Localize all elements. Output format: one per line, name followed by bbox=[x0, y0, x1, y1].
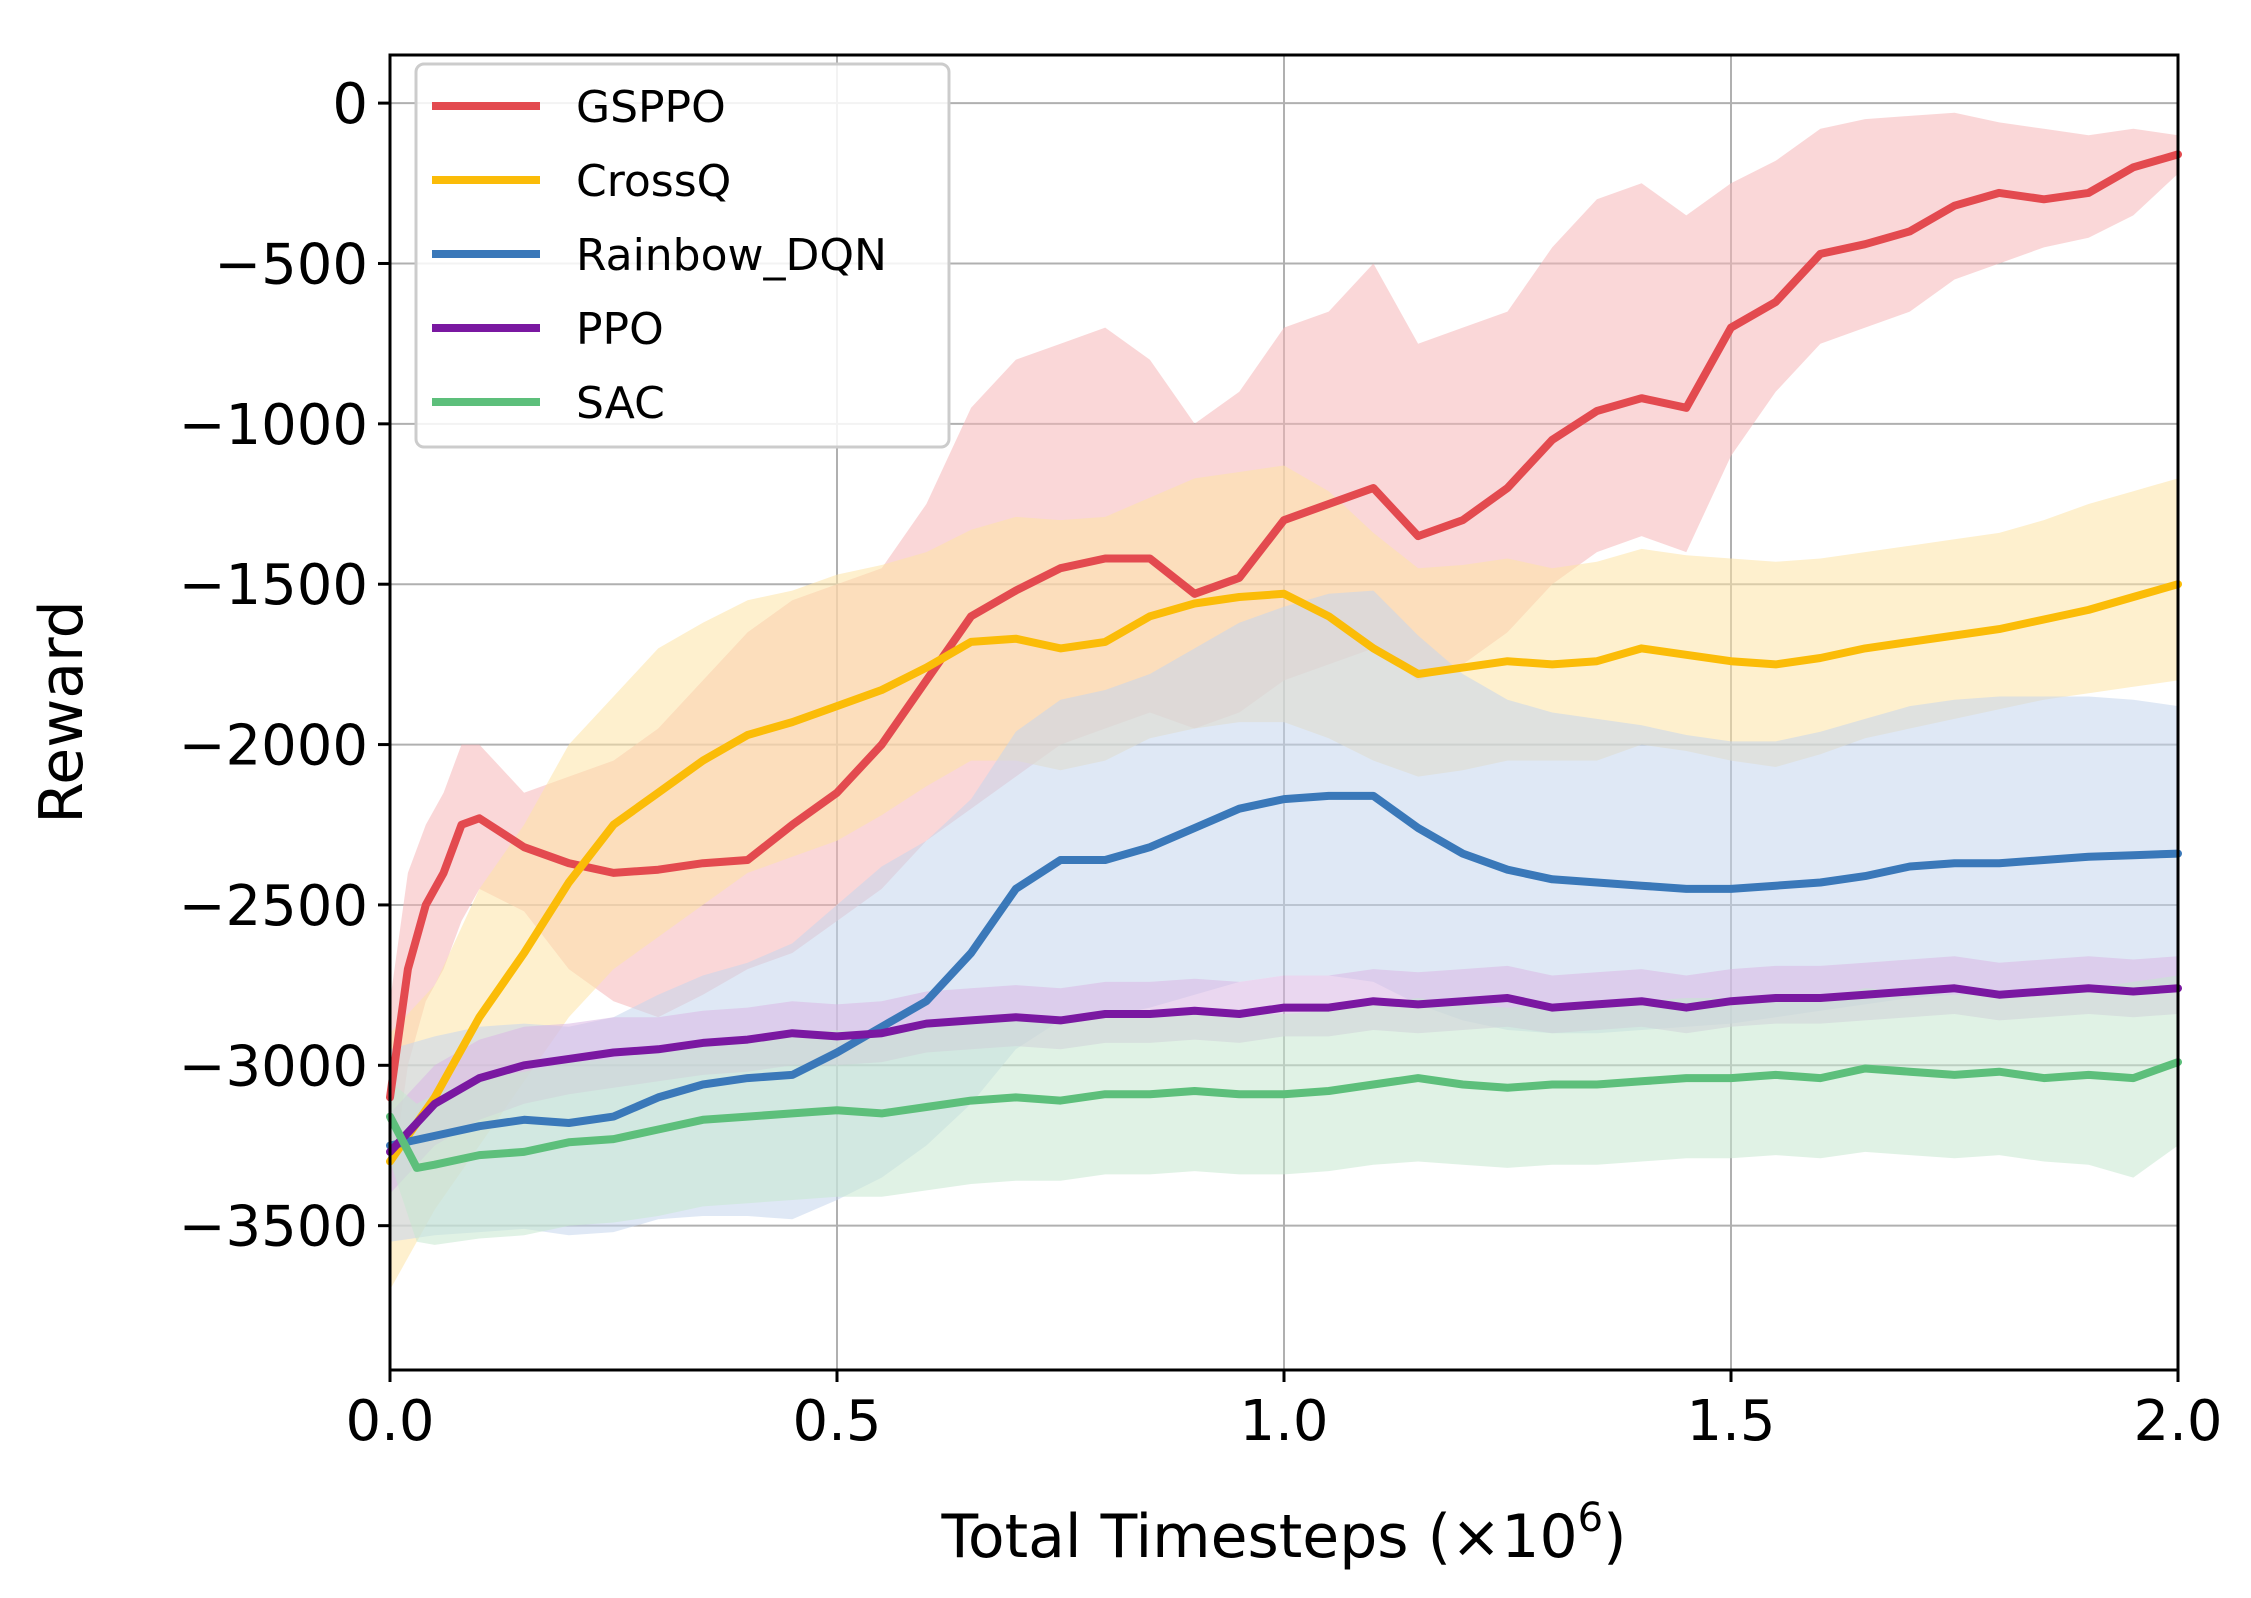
y-axis-label: Reward bbox=[27, 600, 97, 823]
y-tick-label: −500 bbox=[214, 232, 368, 297]
x-tick-label: 1.0 bbox=[1239, 1389, 1328, 1454]
series-lines bbox=[386, 150, 2182, 1172]
x-tick-label: 2.0 bbox=[2133, 1389, 2222, 1454]
legend-label-gsppo: GSPPO bbox=[576, 82, 726, 133]
x-tick-label: 0.5 bbox=[792, 1389, 881, 1454]
y-tick-label: −2500 bbox=[179, 874, 368, 939]
x-axis-label: Total Timesteps (×106) bbox=[940, 1495, 1626, 1572]
y-axis-ticks: 0 −500 −1000 −1500 −2000 −2500 −3000 −3500 bbox=[179, 72, 390, 1260]
y-tick-label: −3500 bbox=[179, 1195, 368, 1260]
confidence-bands bbox=[390, 112, 2178, 1290]
y-tick-label: −1500 bbox=[179, 553, 368, 618]
legend-label-rainbow-dqn: Rainbow_DQN bbox=[576, 230, 887, 281]
line-ppo bbox=[386, 984, 2182, 1156]
line-sac bbox=[386, 1058, 2182, 1172]
line-rainbow-dqn bbox=[386, 791, 2182, 1150]
band-sac bbox=[390, 975, 2178, 1245]
legend: GSPPO CrossQ Rainbow_DQN PPO SAC bbox=[414, 62, 951, 449]
legend-label-ppo: PPO bbox=[576, 304, 664, 355]
line-gsppo bbox=[386, 150, 2182, 1102]
x-tick-label: 1.5 bbox=[1686, 1389, 1775, 1454]
x-tick-label: 0.0 bbox=[345, 1389, 434, 1454]
line-crossq bbox=[386, 580, 2182, 1166]
legend-label-sac: SAC bbox=[576, 378, 665, 429]
y-tick-label: −3000 bbox=[179, 1034, 368, 1099]
y-tick-label: 0 bbox=[332, 72, 368, 137]
y-tick-label: −1000 bbox=[179, 393, 368, 458]
legend-box bbox=[414, 62, 951, 449]
y-tick-label: −2000 bbox=[179, 714, 368, 779]
band-crossq bbox=[390, 465, 2178, 1290]
x-axis-ticks: 0.0 0.5 1.0 1.5 2.0 bbox=[345, 1370, 2223, 1454]
legend-label-crossq: CrossQ bbox=[576, 156, 731, 207]
